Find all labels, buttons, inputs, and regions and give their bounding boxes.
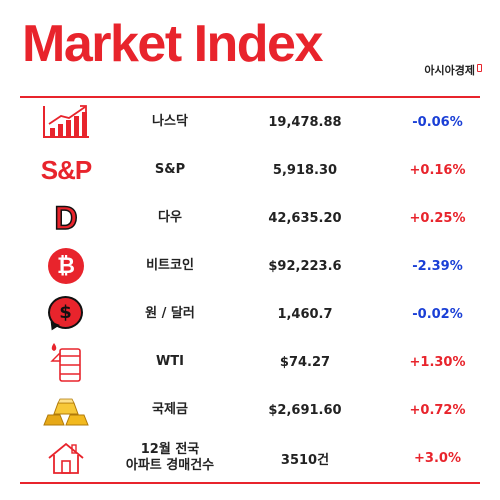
- bitcoin-icon: ₿: [34, 244, 98, 288]
- table-row: 12월 전국 아파트 경매건수 3510건 +3.0%: [20, 434, 480, 482]
- row-change: -0.02%: [412, 306, 463, 322]
- row-change: -0.06%: [412, 114, 463, 130]
- row-value: $74.27: [279, 354, 331, 370]
- row-change: +3.0%: [414, 450, 461, 466]
- table-row: S&P S&P 5,918.30 +0.16%: [20, 146, 480, 194]
- row-name: 국제금: [152, 401, 188, 417]
- row-change: +0.72%: [409, 402, 466, 418]
- oil-barrel-icon: [34, 340, 98, 384]
- brand-mark-icon: [477, 64, 482, 72]
- top-divider: [20, 96, 480, 98]
- row-value: 5,918.30: [272, 162, 338, 178]
- dollar-speech-icon: $: [34, 292, 98, 336]
- row-name: 원 / 달러: [145, 305, 195, 321]
- sp-logo-icon: S&P: [34, 148, 98, 192]
- row-value: $92,223.6: [268, 258, 342, 274]
- row-name: 비트코인: [146, 257, 194, 273]
- row-name: WTI: [155, 353, 185, 369]
- dow-logo-icon: D: [34, 196, 98, 240]
- gold-bars-icon: [34, 388, 98, 432]
- row-name: S&P: [154, 161, 186, 177]
- brand-logo: 아시아경제: [424, 62, 482, 78]
- row-name: 나스닥: [152, 113, 188, 129]
- table-row: $ 원 / 달러 1,460.7 -0.02%: [20, 290, 480, 338]
- row-value: $2,691.60: [268, 402, 342, 418]
- row-change: +0.25%: [409, 210, 466, 226]
- bitcoin-symbol: ₿: [57, 254, 75, 279]
- table-row: D 다우 42,635.20 +0.25%: [20, 194, 480, 242]
- table-row: 나스닥 19,478.88 -0.06%: [20, 98, 480, 146]
- table-row: WTI $74.27 +1.30%: [20, 338, 480, 386]
- dollar-symbol: $: [59, 302, 72, 323]
- row-value: 42,635.20: [268, 210, 342, 226]
- index-table: 나스닥 19,478.88 -0.06% S&P S&P 5,918.30 +0…: [20, 98, 480, 482]
- header: Market Index 아시아경제: [0, 0, 500, 96]
- brand-name: 아시아경제: [424, 64, 475, 77]
- row-name: 12월 전국 아파트 경매건수: [125, 441, 215, 473]
- row-name: 다우: [158, 209, 182, 225]
- table-row: ₿ 비트코인 $92,223.6 -2.39%: [20, 242, 480, 290]
- row-change: +1.30%: [409, 354, 466, 370]
- row-value: 1,460.7: [277, 306, 333, 322]
- row-value: 19,478.88: [268, 114, 342, 130]
- bottom-divider: [20, 482, 480, 484]
- table-row: 국제금 $2,691.60 +0.72%: [20, 386, 480, 434]
- house-icon: [34, 436, 98, 480]
- row-value: 3510건: [280, 452, 330, 468]
- sp-logo-text: S&P: [40, 154, 92, 185]
- row-change: -2.39%: [412, 258, 463, 274]
- bar-chart-icon: [34, 100, 98, 144]
- dow-logo-text: D: [54, 199, 79, 237]
- page-title: Market Index: [22, 15, 323, 73]
- row-change: +0.16%: [409, 162, 466, 178]
